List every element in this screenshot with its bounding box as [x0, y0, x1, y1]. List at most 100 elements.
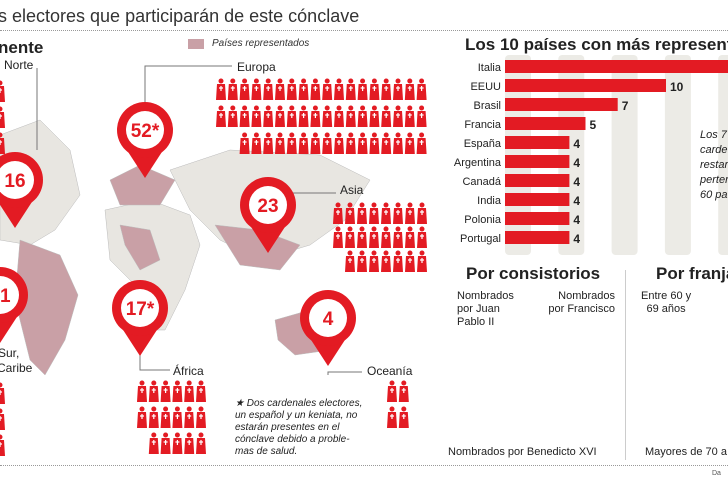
cardinal-figure-icon: [381, 132, 392, 154]
note-line: Los 7: [700, 129, 727, 141]
figure-body: [251, 138, 262, 154]
cardinal-figure-icon: [310, 105, 321, 127]
figure-body: [196, 412, 206, 428]
cardinal-figure-icon: [387, 406, 397, 428]
cardinal-figure-icon: [239, 78, 250, 100]
pin-center: [121, 289, 159, 327]
figure-cross: [151, 414, 156, 419]
figure-head: [336, 132, 342, 138]
cardinal-figure-icon: [148, 406, 159, 428]
leader-line: [327, 371, 362, 375]
pin-center: [309, 299, 347, 337]
figure-head: [253, 105, 259, 111]
figure-body: [286, 84, 297, 100]
figure-body: [357, 138, 368, 154]
footnote-line: mas de salud.: [235, 446, 298, 457]
figure-head: [419, 250, 425, 256]
cardinal-figure-icon: [345, 105, 356, 127]
figure-cross: [0, 88, 2, 93]
figure-body: [216, 111, 226, 127]
cardinal-figure-icon: [405, 202, 415, 224]
figure-head: [253, 78, 259, 84]
region-label-caribe: Caribe: [0, 361, 33, 375]
figure-body: [184, 386, 195, 402]
figure-cross: [301, 113, 306, 118]
pin-center: [249, 186, 287, 224]
figure-cross: [187, 414, 192, 419]
figure-head: [151, 406, 157, 412]
figure-cross: [419, 86, 424, 91]
figure-cross: [187, 440, 192, 445]
figure-body: [381, 84, 392, 100]
figure-head: [419, 226, 425, 232]
bar: [505, 174, 570, 187]
figure-head: [395, 105, 401, 111]
cardinal-figure-icon: [251, 78, 262, 100]
figure-cross: [420, 210, 424, 215]
figure-body: [0, 440, 5, 456]
pie1-label-jp: Nombrados por Juan Pablo II: [457, 290, 514, 329]
figure-body: [322, 111, 333, 127]
note-line: restar: [700, 159, 728, 171]
figure-cross: [175, 440, 180, 445]
figure-body: [417, 208, 427, 224]
footnote-line: ★ Dos cardenales electores,: [235, 398, 363, 409]
figure-cross: [230, 113, 235, 118]
figure-cross: [0, 114, 2, 119]
pie2-title: Por franja: [656, 264, 728, 283]
figure-head: [383, 132, 389, 138]
figure-body: [369, 138, 380, 154]
figure-head: [395, 78, 401, 84]
figure-body: [239, 111, 250, 127]
figure-body: [404, 111, 415, 127]
figure-body: [393, 256, 403, 272]
figure-body: [298, 138, 309, 154]
figure-body: [263, 111, 274, 127]
cardinal-figure-icon: [345, 202, 355, 224]
cardinal-figure-icon: [160, 406, 171, 428]
cardinal-figure-icon: [345, 250, 355, 272]
figure-head: [401, 380, 407, 386]
figure-body: [334, 111, 344, 127]
figure-head: [289, 105, 295, 111]
figure-body: [381, 208, 391, 224]
figure-head: [301, 105, 307, 111]
figure-head: [301, 78, 307, 84]
figure-body: [345, 111, 356, 127]
bar: [505, 98, 618, 111]
cardinal-figure-icon: [393, 226, 403, 248]
pie1-label-bx: Nombrados por Benedicto XVI: [448, 446, 597, 458]
figure-head: [407, 78, 413, 84]
figure-body: [369, 256, 379, 272]
figure-cross: [372, 234, 376, 239]
figure-body: [239, 138, 250, 154]
figure-head: [407, 105, 413, 111]
figure-head: [395, 132, 401, 138]
figure-head: [359, 250, 365, 256]
figure-head: [395, 226, 401, 232]
figure-cross: [301, 140, 306, 145]
cardinal-figure-icon: [298, 105, 309, 127]
figure-cross: [348, 234, 352, 239]
figure-body: [137, 412, 147, 428]
bar-value-label: 5: [590, 118, 597, 132]
figure-cross: [360, 234, 364, 239]
region-count: 52*: [131, 121, 160, 142]
bar: [505, 117, 586, 130]
cardinal-figure-icon: [357, 250, 367, 272]
cardinal-figure-icon: [263, 78, 274, 100]
figure-body: [345, 138, 356, 154]
cardinal-figure-icon: [381, 202, 391, 224]
cardinal-figure-icon: [345, 78, 356, 100]
pie2-label-a: Entre 60 y 69 años: [641, 290, 691, 316]
figure-head: [359, 202, 365, 208]
cardinal-figure-icon: [369, 132, 380, 154]
figure-body: [0, 86, 5, 102]
figure-head: [312, 105, 318, 111]
figure-head: [419, 202, 425, 208]
note-line: perter: [700, 174, 728, 186]
cardinal-figure-icon: [369, 250, 379, 272]
figure-head: [242, 105, 248, 111]
figure-body: [298, 84, 309, 100]
cardinal-figure-icon: [345, 226, 355, 248]
